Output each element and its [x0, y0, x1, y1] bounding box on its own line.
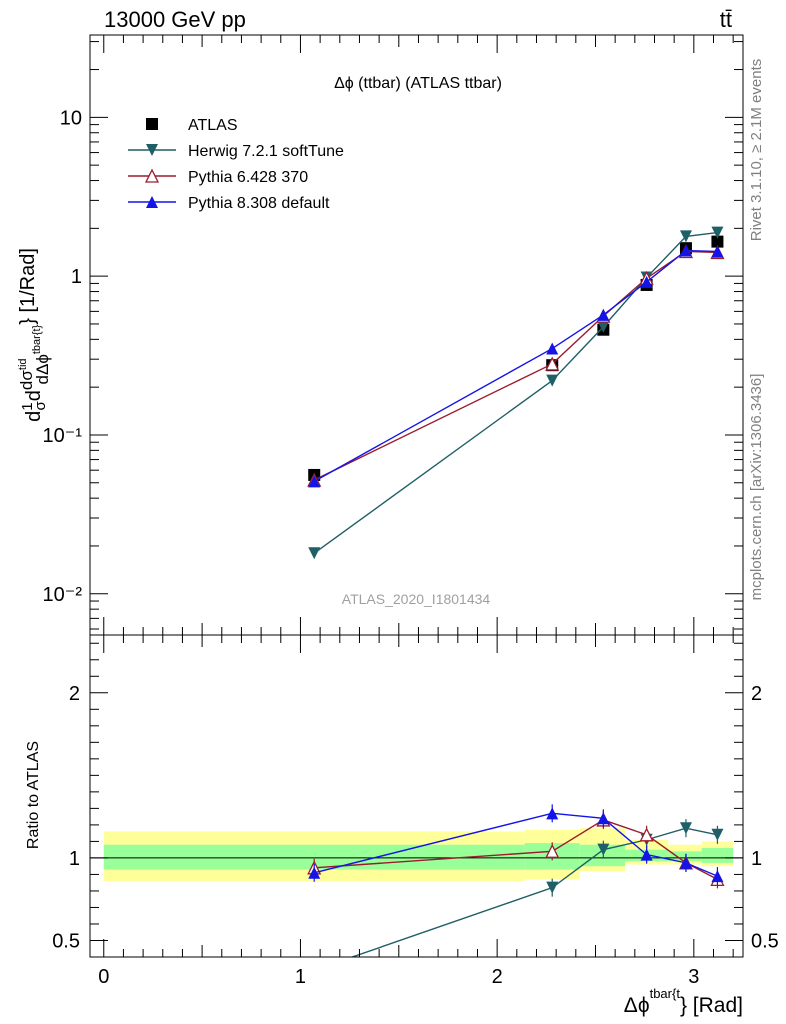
- ratio-data-point: [545, 843, 560, 858]
- ratio-data-point: [640, 848, 653, 861]
- data-point: [711, 235, 724, 248]
- ratio-data-point: [711, 870, 724, 883]
- data-point: [597, 320, 610, 333]
- ratio-xlabel: Δϕtbar{t} [Rad]: [624, 986, 743, 1017]
- ratio-y-tick-label-right: 1: [751, 848, 762, 870]
- mcplots-label: mcplots.cern.ch [arXiv:1306.3436]: [748, 374, 765, 601]
- y-tick-label: 1: [71, 266, 82, 288]
- ratio-data-point: [546, 807, 559, 820]
- ratio-data-point: [711, 828, 724, 841]
- main-ylabel: d1σddσtid dΔϕtbar{t}} [1/Rad]: [17, 248, 52, 422]
- ratio-data-point: [546, 881, 559, 894]
- series-line: [313, 250, 718, 481]
- ratio-data-point: [308, 866, 321, 879]
- legend-marker: [144, 168, 160, 183]
- y-tick-label: 10⁻¹: [43, 425, 83, 447]
- x-tick-label: 0: [98, 966, 109, 988]
- x-tick-label: 1: [295, 966, 306, 988]
- legend-entry: Pythia 6.428 370: [188, 169, 308, 186]
- legend: ATLAS Herwig 7.2.1 softTune Pythia 6.428 3…: [128, 117, 344, 212]
- ratio-frame: [89, 634, 744, 958]
- x-tick-label: 3: [688, 966, 699, 988]
- ratio-data-point: [639, 827, 654, 842]
- data-point: [679, 230, 692, 243]
- data-point: [546, 374, 559, 387]
- x-tick-label: 2: [492, 966, 503, 988]
- ratio-y-tick-label: 2: [69, 683, 80, 705]
- ratio-data-point: [679, 822, 692, 835]
- main-panel: Δϕ (ttbar) (ATLAS ttbar) ATLAS_2020_I180…: [17, 34, 744, 636]
- data-point: [546, 342, 559, 355]
- main-title: Δϕ (ttbar) (ATLAS ttbar): [334, 75, 502, 92]
- ratio-y-tick-label: 1: [69, 848, 80, 870]
- data-point: [711, 245, 724, 258]
- ratio-panel: 0.5 0.5 1 1 2 2 0 1 2 3 Ratio to ATLAS Δϕtbar{t} …: [25, 634, 779, 1017]
- uncertainty-band-inner: [701, 848, 734, 863]
- data-point: [679, 244, 692, 257]
- legend-entry: Pythia 8.308 default: [188, 195, 330, 212]
- watermark-label: ATLAS_2020_I1801434: [342, 591, 491, 607]
- ratio-data-point: [679, 856, 692, 869]
- data-point: [545, 356, 560, 371]
- ratio-y-tick-label: 0.5: [52, 930, 80, 952]
- data-point: [640, 275, 653, 288]
- series-line: [313, 249, 718, 483]
- data-point: [597, 308, 610, 321]
- legend-entry: ATLAS: [188, 117, 238, 134]
- uncertainty-band-inner: [579, 844, 625, 867]
- legend-entry: Herwig 7.2.1 softTune: [188, 143, 344, 160]
- legend-marker: [146, 144, 158, 156]
- series-line: [313, 231, 718, 554]
- legend-marker: [146, 118, 158, 130]
- ratio-data-point: [597, 843, 610, 856]
- data-point: [711, 226, 724, 239]
- data-point: [308, 547, 321, 560]
- ratio-series-group: [307, 804, 725, 957]
- ratio-y-tick-label-right: 0.5: [751, 930, 779, 952]
- y-tick-label: 10⁻²: [43, 584, 83, 606]
- uncertainty-band-inner: [668, 851, 702, 862]
- energy-label: 13000 GeV pp: [104, 7, 246, 32]
- ratio-series-line: [314, 812, 718, 877]
- y-tick-label: 10: [60, 107, 82, 129]
- ratio-y-tick-label-right: 2: [751, 683, 762, 705]
- data-point: [308, 475, 321, 488]
- rivet-label: Rivet 3.1.10, ≥ 2.1M events: [748, 59, 765, 242]
- ratio-ylabel: Ratio to ATLAS: [25, 741, 42, 849]
- legend-marker: [146, 196, 158, 208]
- process-label: tt̄: [720, 7, 732, 32]
- ratio-series-line: [350, 827, 718, 957]
- ratio-data-point: [597, 812, 610, 825]
